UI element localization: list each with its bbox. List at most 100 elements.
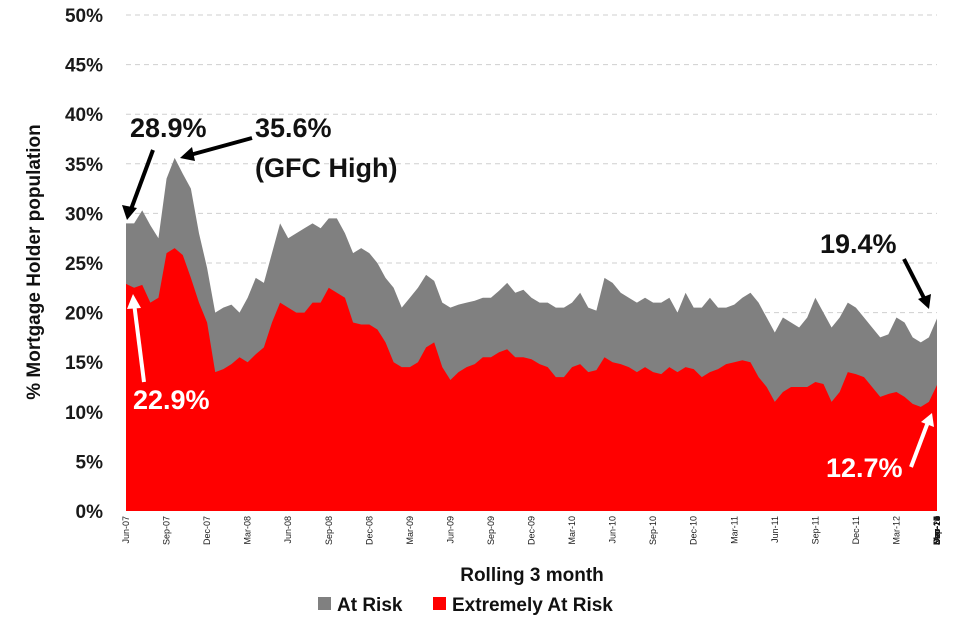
x-tick-label: Jun-16 — [932, 516, 942, 544]
y-tick-label: 40% — [65, 105, 103, 126]
x-tick-label: Dec-09 — [527, 516, 537, 545]
x-tick-label: Jun-21 — [932, 516, 942, 544]
x-tick-label: Dec-15 — [932, 516, 942, 545]
arrow-start-at-risk — [128, 149, 155, 213]
x-tick-label: Jun-15 — [932, 516, 942, 544]
legend: At Risk Extremely At Risk — [318, 595, 613, 616]
x-tick-label: Jun-08 — [283, 516, 293, 544]
plot-areas — [126, 157, 937, 511]
x-tick-label: Mar-17 — [932, 516, 942, 545]
y-tick-label: 35% — [65, 155, 103, 176]
legend-label-extremely-at-risk: Extremely At Risk — [452, 595, 613, 616]
arrow-head-end-at-risk — [918, 294, 931, 309]
x-tick-label: Jun-22 — [932, 516, 942, 544]
x-tick-label: Sep-08 — [324, 516, 334, 545]
x-tick-label: Sep-13 — [932, 516, 942, 545]
x-tick-label: Mar-16 — [932, 516, 942, 545]
arrow-end-at-risk — [902, 258, 927, 301]
x-tick-label: Mar-22 — [932, 516, 942, 545]
y-tick-label: 0% — [76, 502, 104, 523]
annotation-end-extremely: 12.7% — [826, 453, 903, 483]
legend-swatch-extremely-at-risk — [433, 597, 446, 610]
x-tick-label: Jun-07 — [121, 516, 131, 544]
x-tick-label: Mar-19 — [932, 516, 942, 545]
x-tick-label: Mar-09 — [405, 516, 415, 545]
x-tick-label: Mar-14 — [932, 516, 942, 545]
x-axis-title: Rolling 3 month — [460, 565, 604, 586]
x-tick-label: Dec-13 — [932, 516, 942, 545]
x-tick-label: Jun-09 — [445, 516, 455, 544]
y-axis-title: % Mortgage Holder population — [24, 124, 45, 400]
x-tick-label: Jun-17 — [932, 516, 942, 544]
y-axis-ticks: 0% 5% 10% 15% 20% 25% 30% 35% 40% 45% 50% — [65, 6, 103, 523]
x-tick-label: Jun-13 — [932, 516, 942, 544]
x-tick-label: Sep-15 — [932, 516, 942, 545]
x-tick-label: Sep-14 — [932, 516, 942, 545]
annotations: 28.9% 35.6% (GFC High) 19.4% 22.9% 12.7% — [122, 113, 934, 483]
y-tick-label: 25% — [65, 254, 103, 275]
annotation-gfc-value: 35.6% — [255, 113, 332, 143]
legend-label-at-risk: At Risk — [337, 595, 403, 616]
arrow-head-gfc — [180, 147, 195, 161]
x-tick-label: Jun-10 — [608, 516, 618, 544]
x-tick-label: Dec-11 — [851, 516, 861, 544]
annotation-gfc-label: (GFC High) — [255, 153, 397, 183]
arrow-gfc — [189, 136, 253, 157]
x-tick-label: Sep-09 — [486, 516, 496, 545]
x-tick-label: Dec-10 — [689, 516, 699, 545]
annotation-start-at-risk: 28.9% — [130, 113, 207, 143]
x-tick-label: Dec-18 — [932, 516, 942, 545]
x-tick-label: Jun-19 — [932, 516, 942, 544]
y-tick-label: 5% — [76, 452, 104, 473]
x-tick-label: Dec-20 — [932, 516, 942, 545]
x-tick-label: Dec-21 — [932, 516, 942, 545]
x-tick-label: Mar-11 — [729, 516, 739, 544]
x-tick-label: Mar-21 — [932, 516, 942, 545]
x-tick-label: Jun-12 — [932, 516, 942, 544]
x-tick-label: Dec-08 — [364, 516, 374, 545]
x-tick-label: Dec-14 — [932, 516, 942, 545]
x-tick-label: Sep-17 — [932, 516, 942, 545]
area-extremely-at-risk — [126, 248, 937, 511]
x-tick-label: Sep-07 — [162, 516, 172, 545]
x-tick-label: Mar-18 — [932, 516, 942, 545]
x-tick-label: Sep-16 — [932, 516, 942, 545]
x-tick-label: Mar-15 — [932, 516, 942, 545]
x-tick-label: Mar-08 — [243, 516, 253, 545]
legend-swatch-at-risk — [318, 597, 331, 610]
y-tick-label: 30% — [65, 204, 103, 225]
x-tick-label: Jun-14 — [932, 516, 942, 544]
x-tick-label: Sep-11 — [810, 516, 820, 544]
y-tick-label: 10% — [65, 403, 103, 424]
x-tick-label: Sep-18 — [932, 516, 942, 545]
x-tick-label: Mar-13 — [932, 516, 942, 545]
x-tick-label: Jun-11 — [770, 516, 780, 543]
x-tick-label: Mar-20 — [932, 516, 942, 545]
x-tick-label: Sep-12 — [932, 516, 942, 545]
x-tick-label: Dec-07 — [202, 516, 212, 545]
y-tick-label: 50% — [65, 6, 103, 27]
y-tick-label: 20% — [65, 304, 103, 325]
arrow-head-start-at-risk — [122, 205, 137, 220]
x-tick-label: Mar-10 — [567, 516, 577, 545]
y-tick-label: 45% — [65, 56, 103, 77]
x-tick-label: Jun-18 — [932, 516, 942, 544]
y-tick-label: 15% — [65, 353, 103, 374]
x-tick-label: Dec-17 — [932, 516, 942, 545]
arrow-end-extremely — [909, 421, 930, 468]
x-tick-label: Sep-10 — [648, 516, 658, 545]
x-tick-label: Jun-20 — [932, 516, 942, 544]
arrow-start-extremely — [132, 302, 146, 383]
x-axis-ticks: Jun-07 Sep-07 Dec-07 Mar-08 Jun-08 Sep-08 Dec-… — [121, 516, 942, 545]
annotation-start-extremely: 22.9% — [133, 385, 210, 415]
x-tick-label: Sep-20 — [932, 516, 942, 545]
annotation-end-at-risk: 19.4% — [820, 229, 897, 259]
arrow-head-end-extremely — [921, 413, 934, 427]
x-tick-label: Mar-12 — [892, 516, 902, 545]
x-tick-label: Sep-21 — [932, 516, 942, 545]
x-tick-label: Dec-16 — [932, 516, 942, 545]
x-tick-label: Dec-19 — [932, 516, 942, 545]
arrow-head-start-extremely — [127, 294, 141, 309]
x-tick-label: Dec-12 — [932, 516, 942, 545]
